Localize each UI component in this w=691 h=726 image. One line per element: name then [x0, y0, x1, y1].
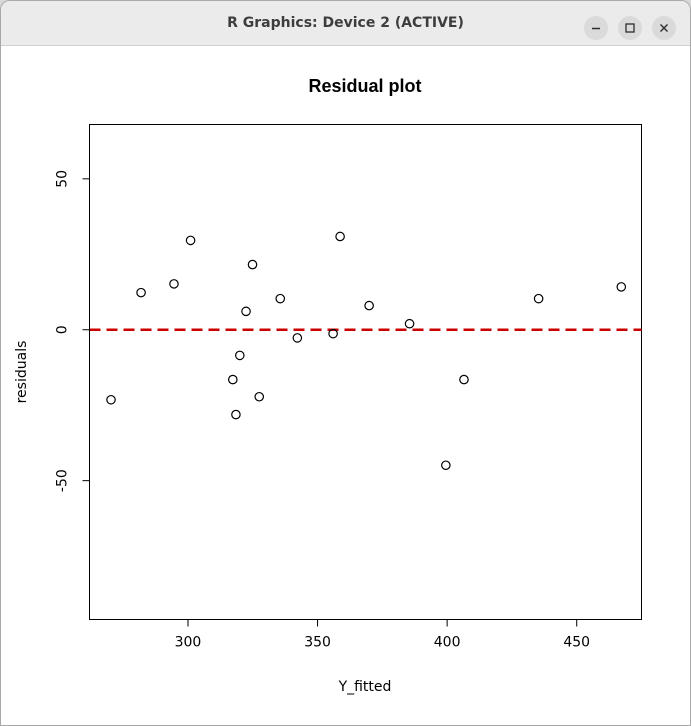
maximize-icon: [625, 23, 635, 33]
y-tick-label: 50: [55, 170, 71, 188]
maximize-button[interactable]: [618, 16, 642, 40]
close-icon: [660, 24, 668, 32]
data-point: [235, 350, 245, 361]
title-bar[interactable]: R Graphics: Device 2 (ACTIVE): [1, 1, 690, 46]
data-point: [364, 300, 374, 311]
data-point: [247, 259, 258, 270]
data-point: [231, 409, 241, 420]
minimize-icon: [592, 27, 600, 30]
data-point: [136, 287, 146, 298]
data-point: [228, 374, 238, 385]
x-tick-label: 400: [434, 635, 461, 651]
data-point: [328, 328, 338, 339]
plot-frame: [89, 124, 642, 620]
residual-plot: Residual plot 300 350 400 450 500-50 Y_fitt…: [14, 76, 642, 695]
x-tick-label: 300: [175, 635, 202, 651]
data-point: [169, 279, 179, 289]
window-title: R Graphics: Device 2 (ACTIVE): [227, 15, 464, 31]
data-point: [441, 460, 451, 471]
data-point: [335, 231, 345, 242]
x-tick-label: 350: [304, 635, 331, 651]
close-button[interactable]: [652, 16, 676, 40]
x-axis-label: Y_fitted: [338, 679, 392, 695]
data-point: [254, 391, 265, 402]
data-point: [616, 282, 627, 292]
y-tick-label: -50: [55, 469, 71, 492]
data-point: [275, 293, 286, 304]
data-point: [106, 394, 116, 405]
data-point: [459, 374, 469, 385]
data-point: [185, 235, 196, 246]
data-point: [241, 306, 251, 317]
data-point: [533, 293, 544, 304]
y-tick-label: 0: [55, 325, 71, 334]
minimize-button[interactable]: [584, 16, 608, 40]
data-point: [292, 333, 303, 343]
plot-area: Residual plot 300 350 400 450 50 0 -50 Y_fitt…: [10, 46, 669, 715]
data-point: [404, 318, 415, 329]
x-tick-label: 450: [563, 635, 590, 651]
y-axis-label: residuals: [14, 341, 30, 404]
plot-title: Residual plot: [308, 76, 421, 96]
